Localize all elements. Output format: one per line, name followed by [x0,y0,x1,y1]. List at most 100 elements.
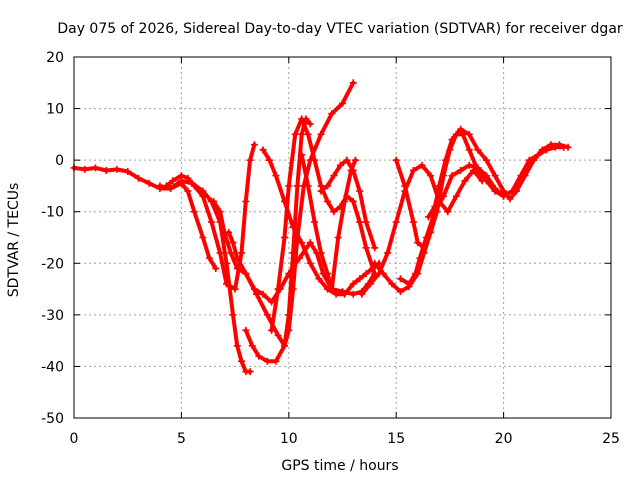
data-point [167,185,175,193]
data-point [145,179,153,187]
data-point [521,172,529,180]
data-point [184,187,192,195]
data-point [272,172,280,180]
data-point [330,172,338,180]
data-point [250,285,258,293]
data-point [259,290,267,298]
data-point [281,342,289,350]
data-point [238,357,246,365]
data-point [465,146,473,154]
data-point [227,249,235,257]
data-point [448,172,456,180]
x-tick-label: 20 [495,431,513,447]
data-point [268,326,276,334]
series-trace-j [317,156,379,252]
data-point [242,270,250,278]
y-tick-label: -50 [41,411,64,427]
data-point [371,259,379,267]
data-point [298,151,306,159]
data-point [81,165,89,173]
data-point [341,197,349,205]
data-point [356,187,364,195]
data-point [424,213,432,221]
data-point [444,208,452,216]
data-point [330,208,338,216]
x-tick-label: 10 [280,431,298,447]
data-point [375,270,383,278]
series-line [261,147,381,297]
data-point [388,280,396,288]
data-point [298,239,306,247]
data-point [328,285,336,293]
data-point [362,244,370,252]
data-point [199,234,207,241]
data-point [242,197,250,205]
data-point [448,136,456,144]
y-axis-tick-labels: -50 -40 -30 -20 -10 0 10 20 [41,50,64,427]
series-trace-e [225,228,379,306]
data-point [392,156,400,164]
data-point [343,156,351,164]
data-point [216,208,224,216]
data-point [349,280,357,288]
series-trace-a [70,164,220,272]
x-tick-label: 15 [387,431,405,447]
y-tick-label: 0 [55,153,64,169]
data-point [298,130,306,138]
data-point [435,182,443,190]
x-axis-tick-labels: 0 5 10 15 20 25 [70,431,620,447]
series-line [299,153,358,292]
data-point [306,259,314,267]
data-point [396,275,404,283]
data-point [547,141,555,149]
data-point [396,288,404,296]
data-point [190,208,198,216]
data-point [306,239,314,247]
series-line [372,230,433,294]
data-point [482,156,490,164]
data-point [362,270,370,278]
data-point [212,264,220,272]
data-point [457,166,465,174]
x-tick-label: 0 [70,431,79,447]
data-point [225,228,233,236]
data-point [281,234,289,241]
data-point [298,115,306,123]
data-point [289,223,297,231]
y-tick-label: -20 [41,256,64,272]
data-point [414,239,422,247]
series-trace-o [424,125,572,221]
data-point [229,239,237,247]
data-point [474,146,482,154]
data-point [124,167,132,175]
data-point [416,254,424,262]
series-trace-i [298,151,359,293]
data-point [263,357,271,365]
x-tick-label: 5 [177,431,186,447]
data-point [356,218,364,226]
data-point [291,130,299,138]
data-series-layer [70,79,572,376]
data-point [500,187,508,195]
data-point [317,187,325,195]
data-point [265,156,273,164]
data-point [285,270,293,278]
y-axis-label: SDTVAR / TECUs [6,183,22,298]
data-point [231,285,239,293]
data-point [351,156,359,164]
data-point [506,195,514,203]
data-point [323,197,331,205]
y-tick-label: -30 [41,308,64,324]
data-point [461,177,469,185]
data-point [409,218,417,226]
data-point [207,218,215,226]
plot-frame [73,56,612,419]
data-point [358,290,366,298]
data-point [564,143,572,151]
data-point [349,290,357,298]
series-trace-c [156,177,254,376]
data-point [431,203,439,211]
data-point [242,326,250,334]
data-point [336,161,344,169]
